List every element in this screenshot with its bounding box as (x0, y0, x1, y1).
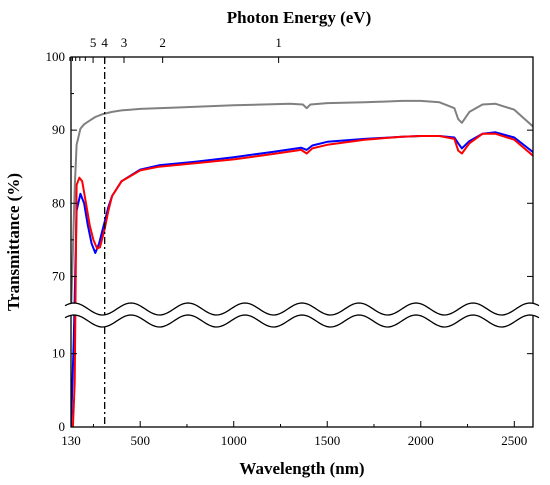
y-tick-label: 80 (52, 195, 65, 210)
y-tick-label: 10 (52, 346, 65, 361)
y-tick-label: 0 (59, 419, 66, 434)
y-tick-label: 90 (52, 122, 65, 137)
series-line-2 (71, 131, 533, 427)
top-tick-label: 5 (90, 35, 97, 50)
axis-break (64, 302, 540, 328)
series-line-1 (71, 99, 533, 316)
x-tick-label: 500 (130, 433, 150, 448)
top-tick-label: 3 (121, 35, 128, 50)
x-axis-title: Wavelength (nm) (239, 459, 364, 478)
x-tick-label: 1500 (314, 433, 340, 448)
y-tick-label: 70 (52, 268, 65, 283)
x-tick-label: 2000 (408, 433, 434, 448)
y-tick-label: 100 (46, 49, 66, 64)
top-axis-title: Photon Energy (eV) (227, 8, 371, 27)
axis-break-line-lower (64, 314, 540, 328)
series-line-3 (71, 132, 533, 427)
x-tick-label: 1000 (221, 433, 247, 448)
top-tick-label: 2 (159, 35, 166, 50)
series-layer (71, 99, 533, 427)
x-tick-label: 2500 (501, 433, 527, 448)
plot-frame (70, 56, 534, 428)
x-tick-label: 130 (61, 433, 81, 448)
top-tick-label: 4 (101, 35, 108, 50)
top-tick-label: 1 (275, 35, 282, 50)
y-axis-title: Transmittance (%) (4, 173, 23, 311)
axis-break-line-upper (64, 302, 540, 316)
